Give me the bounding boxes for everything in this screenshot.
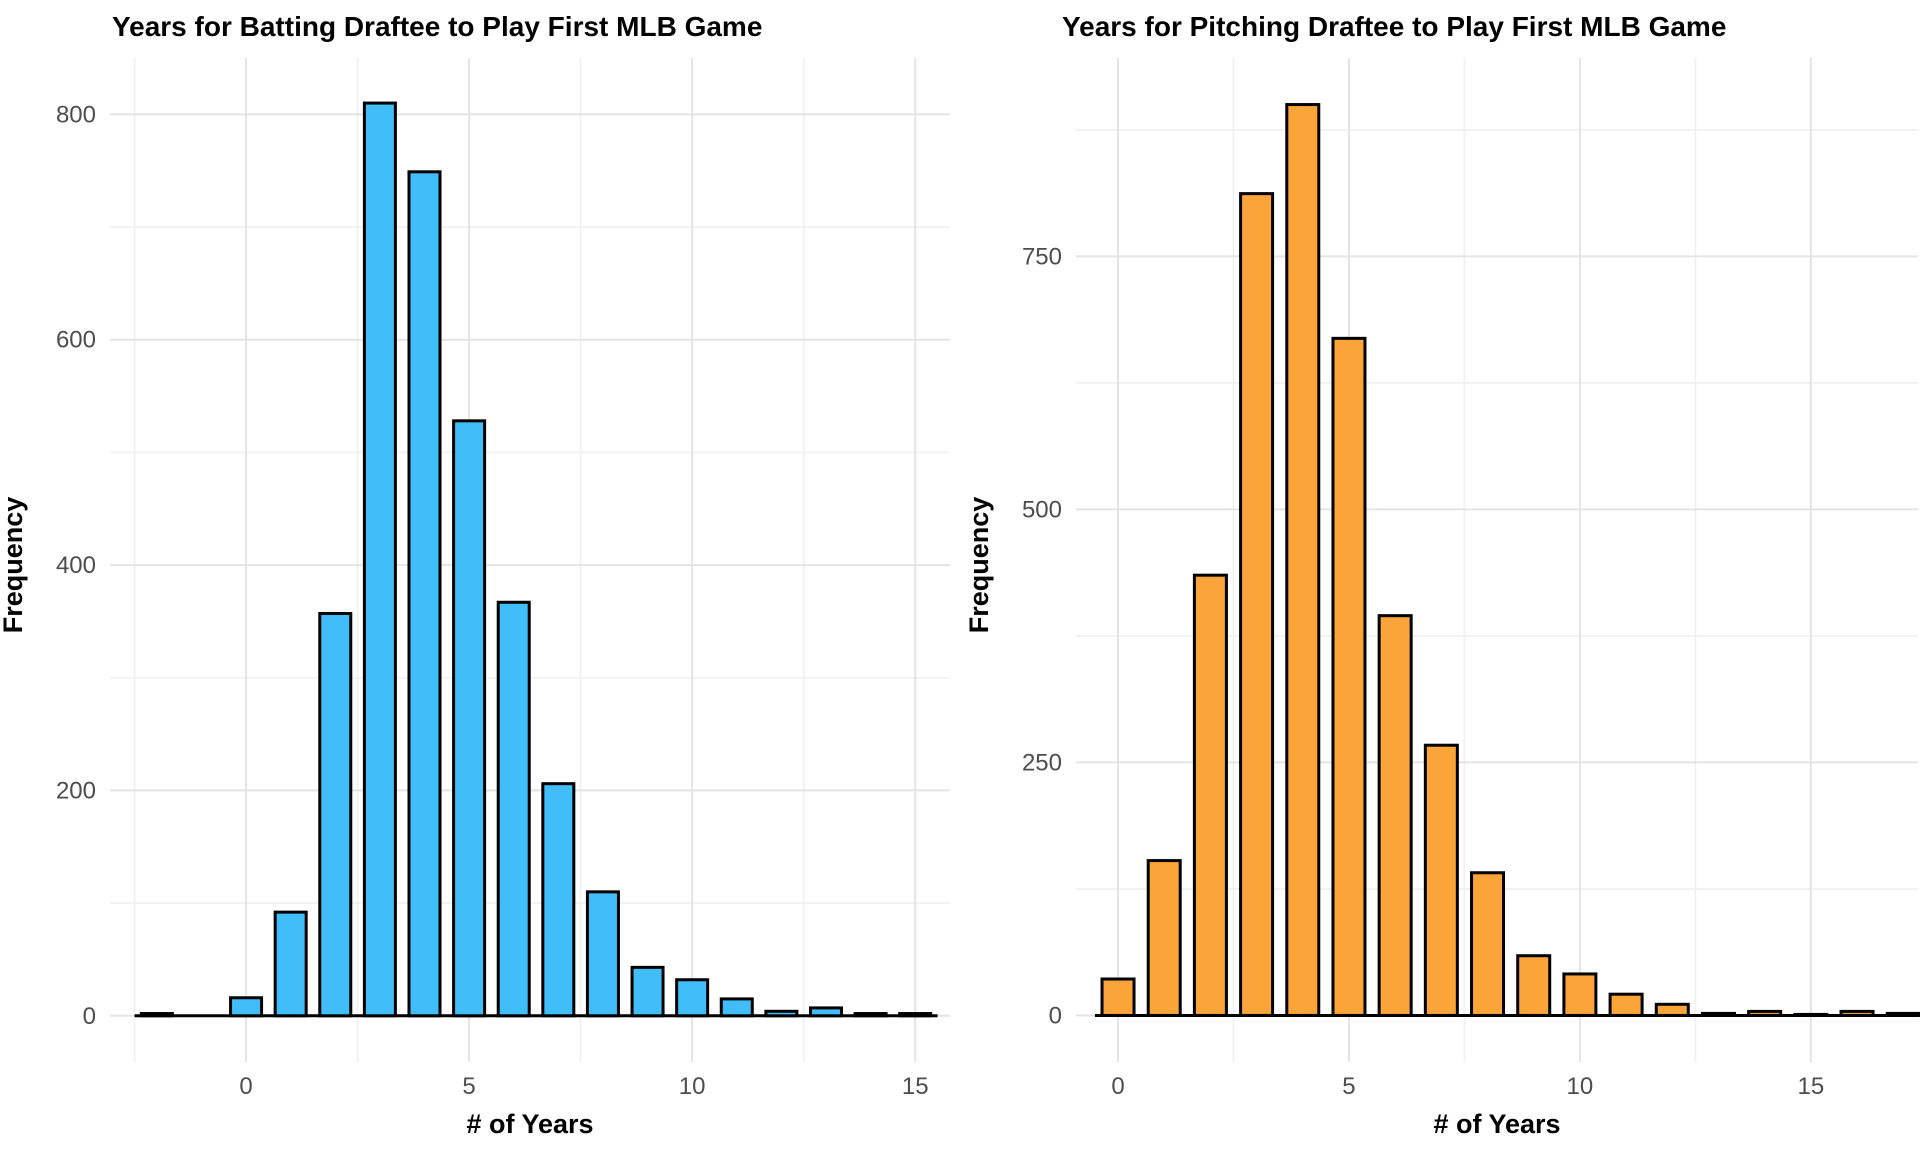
x-axis-title: # of Years — [466, 1109, 593, 1139]
bar-x15 — [1793, 1012, 1829, 1017]
bar-x7 — [541, 782, 576, 1018]
bar-x2 — [318, 612, 353, 1018]
bar-x3 — [362, 101, 397, 1018]
x-tick-label: 10 — [1567, 1073, 1594, 1100]
y-tick-label: 800 — [56, 101, 96, 128]
bar-x10 — [675, 978, 710, 1018]
bar-x0 — [229, 996, 264, 1018]
y-tick-label: 600 — [56, 327, 96, 354]
y-tick-label: 500 — [1022, 496, 1062, 523]
bar-x8 — [585, 890, 620, 1018]
y-tick-label: 750 — [1022, 243, 1062, 270]
x-tick-label: 15 — [902, 1073, 929, 1100]
x-tick-label: 10 — [679, 1073, 706, 1100]
y-tick-label: 200 — [56, 777, 96, 804]
bar-x6 — [1377, 614, 1413, 1017]
bar-x4 — [407, 170, 442, 1018]
x-tick-label: 0 — [239, 1073, 252, 1100]
bar-x11 — [719, 997, 754, 1018]
bar-x13 — [1700, 1011, 1736, 1017]
bar-x14 — [853, 1012, 888, 1018]
bar-x10 — [1562, 972, 1598, 1017]
bar-x9 — [1516, 954, 1552, 1017]
bar-x14 — [1747, 1009, 1783, 1017]
x-axis-title: # of Years — [1433, 1109, 1560, 1139]
bar-x12 — [1654, 1002, 1690, 1017]
bar-x1 — [273, 910, 308, 1018]
bar-x3 — [1239, 192, 1275, 1017]
bar-x2 — [1192, 573, 1228, 1017]
bar-x8 — [1470, 871, 1506, 1017]
bar-x6 — [496, 600, 531, 1018]
bar-x15 — [898, 1012, 933, 1018]
bar-x11 — [1608, 992, 1644, 1017]
bar-x0 — [1100, 977, 1136, 1017]
chart-title: Years for Batting Draftee to Play First … — [112, 11, 762, 42]
chart-title: Years for Pitching Draftee to Play First… — [1062, 11, 1726, 42]
bar-x12 — [764, 1009, 799, 1018]
y-tick-label: 0 — [1049, 1002, 1062, 1029]
bar-x17 — [1885, 1011, 1920, 1017]
bar-x13 — [808, 1006, 843, 1018]
x-tick-label: 0 — [1111, 1073, 1124, 1100]
batting-histogram: 0 200 400 600 800 0 5 10 15 Years for Batting Dra… — [0, 11, 950, 1139]
x-tick-label: 5 — [1342, 1073, 1355, 1100]
y-axis-title: Frequency — [964, 497, 994, 634]
pitching-histogram: 0 250 500 750 0 5 10 15 Years for Pitching Draft… — [964, 11, 1920, 1139]
x-tick-label: 15 — [1797, 1073, 1824, 1100]
bar-x5 — [452, 419, 487, 1018]
y-axis-title: Frequency — [0, 497, 28, 634]
x-tick-label: 5 — [462, 1073, 475, 1100]
bar-x16 — [1839, 1009, 1875, 1017]
bar-x7 — [1423, 743, 1459, 1017]
y-tick-label: 400 — [56, 552, 96, 579]
bar-x9 — [630, 965, 665, 1018]
bar-x1 — [1146, 859, 1182, 1017]
bar-x-2 — [139, 1012, 174, 1018]
bar-x5 — [1331, 336, 1367, 1017]
bar-x4 — [1285, 103, 1321, 1017]
y-tick-label: 0 — [83, 1003, 96, 1030]
y-tick-label: 250 — [1022, 749, 1062, 776]
